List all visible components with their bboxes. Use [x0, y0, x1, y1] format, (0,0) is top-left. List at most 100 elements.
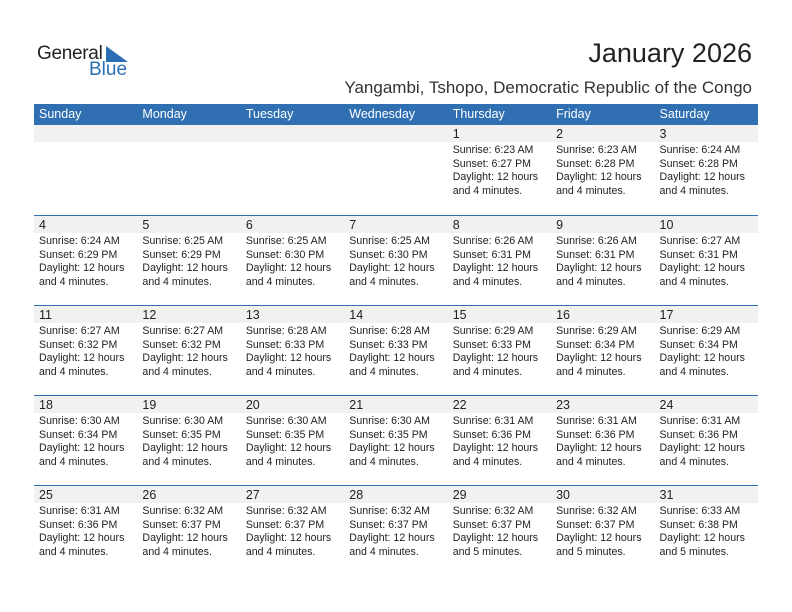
day-number: 26 — [137, 486, 241, 503]
daylight1-text: Daylight: 12 hours — [39, 352, 125, 364]
day-cell: 30 Sunrise: 6:32 AM Sunset: 6:37 PM Dayligh… — [551, 486, 655, 575]
day-cell: 10 Sunrise: 6:27 AM Sunset: 6:31 PM Dayligh… — [654, 216, 758, 305]
day-number: 21 — [344, 396, 448, 413]
day-number: 2 — [551, 125, 655, 142]
day-info: Sunrise: 6:27 AM Sunset: 6:32 PM Daylight:… — [137, 323, 240, 379]
daylight2-text: and 4 minutes. — [556, 365, 626, 378]
daylight2-text: and 4 minutes. — [349, 455, 419, 468]
day-number: 7 — [344, 216, 448, 233]
day-cell: 29 Sunrise: 6:32 AM Sunset: 6:37 PM Dayligh… — [447, 486, 552, 575]
daylight2-text: and 4 minutes. — [659, 365, 730, 378]
sunset-text: Sunset: 6:36 PM — [452, 428, 532, 441]
daylight2-text: and 4 minutes. — [245, 275, 316, 288]
sunset-text: Sunset: 6:34 PM — [659, 338, 738, 351]
day-info: Sunrise: 6:26 AM Sunset: 6:31 PM Daylight:… — [448, 233, 551, 289]
empty-cell — [240, 125, 345, 215]
day-cell: 16 Sunrise: 6:29 AM Sunset: 6:34 PM Dayligh… — [551, 306, 655, 395]
day-cell: 4 Sunrise: 6:24 AM Sunset: 6:29 PM Daylight… — [34, 216, 138, 305]
sunrise-text: Sunrise: 6:23 AM — [556, 144, 637, 156]
sunset-text: Sunset: 6:37 PM — [452, 518, 532, 531]
day-info: Sunrise: 6:23 AM Sunset: 6:27 PM Daylight:… — [448, 142, 551, 198]
sunrise-text: Sunrise: 6:27 AM — [39, 325, 120, 337]
day-info: Sunrise: 6:30 AM Sunset: 6:34 PM Daylight:… — [34, 413, 137, 469]
daylight1-text: Daylight: 12 hours — [556, 352, 642, 364]
sunrise-text: Sunrise: 6:30 AM — [142, 415, 224, 427]
sunset-text: Sunset: 6:37 PM — [142, 518, 221, 531]
day-info: Sunrise: 6:27 AM Sunset: 6:31 PM Daylight:… — [655, 233, 758, 289]
sunset-text: Sunset: 6:35 PM — [245, 428, 325, 441]
daylight2-text: and 4 minutes. — [39, 545, 109, 558]
sunrise-text: Sunrise: 6:26 AM — [452, 235, 534, 247]
week-row: 4 Sunrise: 6:24 AM Sunset: 6:29 PM Daylight… — [34, 215, 758, 305]
day-cell: 7 Sunrise: 6:25 AM Sunset: 6:30 PM Daylight… — [344, 216, 448, 305]
sunrise-text: Sunrise: 6:30 AM — [349, 415, 430, 427]
sunset-text: Sunset: 6:30 PM — [245, 248, 325, 261]
day-info: Sunrise: 6:31 AM Sunset: 6:36 PM Daylight:… — [448, 413, 551, 469]
daylight2-text: and 4 minutes. — [556, 275, 626, 288]
day-info: Sunrise: 6:32 AM Sunset: 6:37 PM Daylight:… — [551, 503, 654, 559]
sunset-text: Sunset: 6:32 PM — [142, 338, 221, 351]
logo-text-blue: Blue — [89, 59, 128, 80]
sunrise-text: Sunrise: 6:28 AM — [349, 325, 430, 337]
sunset-text: Sunset: 6:34 PM — [39, 428, 118, 441]
sunrise-text: Sunrise: 6:33 AM — [659, 505, 741, 517]
day-number: 29 — [447, 486, 552, 503]
daylight2-text: and 4 minutes. — [142, 545, 212, 558]
daylight1-text: Daylight: 12 hours — [349, 442, 435, 454]
sunset-text: Sunset: 6:36 PM — [39, 518, 118, 531]
sunrise-text: Sunrise: 6:32 AM — [452, 505, 534, 517]
daylight2-text: and 4 minutes. — [349, 545, 419, 558]
daylight1-text: Daylight: 12 hours — [659, 442, 745, 454]
sunset-text: Sunset: 6:32 PM — [39, 338, 118, 351]
day-number: 9 — [551, 216, 655, 233]
day-info: Sunrise: 6:31 AM Sunset: 6:36 PM Daylight:… — [655, 413, 758, 469]
daylight1-text: Daylight: 12 hours — [142, 262, 228, 274]
week-row: 11 Sunrise: 6:27 AM Sunset: 6:32 PM Dayligh… — [34, 305, 758, 395]
week-row: 25 Sunrise: 6:31 AM Sunset: 6:36 PM Dayligh… — [34, 485, 758, 575]
weekday-tuesday: Tuesday — [245, 107, 294, 121]
sunrise-text: Sunrise: 6:32 AM — [142, 505, 224, 517]
day-number — [344, 125, 448, 142]
daylight2-text: and 4 minutes. — [452, 455, 523, 468]
sunset-text: Sunset: 6:38 PM — [659, 518, 738, 531]
day-info: Sunrise: 6:25 AM Sunset: 6:30 PM Daylight:… — [241, 233, 344, 289]
daylight1-text: Daylight: 12 hours — [245, 442, 332, 454]
sunrise-text: Sunrise: 6:29 AM — [452, 325, 534, 337]
daylight1-text: Daylight: 12 hours — [349, 532, 435, 544]
daylight1-text: Daylight: 12 hours — [39, 442, 125, 454]
sunrise-text: Sunrise: 6:27 AM — [659, 235, 741, 247]
daylight1-text: Daylight: 12 hours — [452, 262, 539, 274]
day-cell: 8 Sunrise: 6:26 AM Sunset: 6:31 PM Daylight… — [447, 216, 552, 305]
daylight1-text: Daylight: 12 hours — [659, 171, 745, 183]
day-cell: 11 Sunrise: 6:27 AM Sunset: 6:32 PM Dayligh… — [34, 306, 138, 395]
day-number: 17 — [654, 306, 758, 323]
day-cell: 21 Sunrise: 6:30 AM Sunset: 6:35 PM Dayligh… — [344, 396, 448, 485]
daylight1-text: Daylight: 12 hours — [142, 532, 228, 544]
weekday-monday: Monday — [142, 107, 187, 121]
sunrise-text: Sunrise: 6:30 AM — [39, 415, 120, 427]
day-cell: 31 Sunrise: 6:33 AM Sunset: 6:38 PM Dayligh… — [654, 486, 758, 575]
day-cell: 24 Sunrise: 6:31 AM Sunset: 6:36 PM Dayligh… — [654, 396, 758, 485]
day-number: 24 — [654, 396, 758, 413]
weekday-saturday: Saturday — [659, 107, 710, 121]
daylight2-text: and 4 minutes. — [245, 365, 316, 378]
day-number: 16 — [551, 306, 655, 323]
day-number: 12 — [137, 306, 241, 323]
daylight1-text: Daylight: 12 hours — [452, 352, 539, 364]
sunset-text: Sunset: 6:29 PM — [39, 248, 118, 261]
day-info: Sunrise: 6:29 AM Sunset: 6:34 PM Daylight:… — [655, 323, 758, 379]
day-number — [137, 125, 241, 142]
day-info: Sunrise: 6:31 AM Sunset: 6:36 PM Daylight:… — [34, 503, 137, 559]
day-cell: 28 Sunrise: 6:32 AM Sunset: 6:37 PM Dayligh… — [344, 486, 448, 575]
day-cell: 14 Sunrise: 6:28 AM Sunset: 6:33 PM Dayligh… — [344, 306, 448, 395]
day-info: Sunrise: 6:33 AM Sunset: 6:38 PM Daylight:… — [655, 503, 758, 559]
daylight2-text: and 5 minutes. — [452, 545, 523, 558]
day-info: Sunrise: 6:32 AM Sunset: 6:37 PM Daylight:… — [344, 503, 447, 559]
day-info: Sunrise: 6:24 AM Sunset: 6:28 PM Daylight:… — [655, 142, 758, 198]
sunset-text: Sunset: 6:31 PM — [452, 248, 532, 261]
daylight2-text: and 4 minutes. — [659, 455, 730, 468]
weekday-thursday: Thursday — [452, 107, 505, 121]
sunrise-text: Sunrise: 6:24 AM — [39, 235, 120, 247]
day-cell: 22 Sunrise: 6:31 AM Sunset: 6:36 PM Dayligh… — [447, 396, 552, 485]
day-number: 4 — [34, 216, 138, 233]
